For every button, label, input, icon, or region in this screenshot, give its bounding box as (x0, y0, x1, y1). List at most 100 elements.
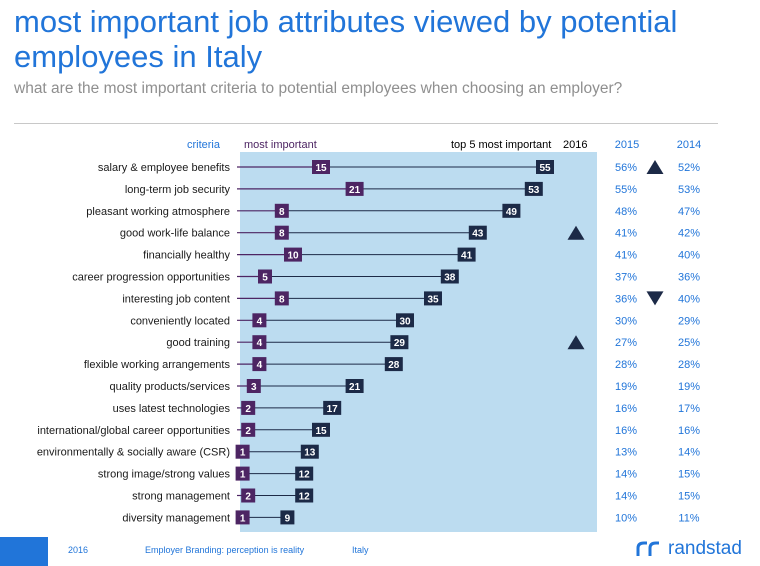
footer-country: Italy (352, 545, 369, 555)
most-important-box-3 (274, 225, 289, 240)
most-important-box-14 (235, 466, 250, 481)
most-important-label-10: 3 (251, 382, 257, 393)
top5-label-5: 38 (444, 273, 456, 284)
brand-name: randstad (668, 538, 742, 559)
top5-box-16 (280, 510, 295, 525)
top5-box-6 (424, 291, 442, 306)
value-2015-13: 13% (615, 447, 637, 459)
value-2014-1: 53% (678, 184, 700, 196)
header-2014: 2014 (676, 139, 702, 151)
top5-label-10: 21 (349, 382, 361, 393)
value-2014-4: 40% (678, 250, 700, 262)
top5-box-9 (384, 357, 403, 372)
trend-up-icon-1 (567, 225, 585, 240)
most-important-box-2 (274, 203, 289, 218)
top5-box-4 (457, 247, 476, 262)
top5-box-2 (502, 203, 521, 218)
category-label-2: pleasant working atmosphere (86, 206, 230, 218)
header-2015: 2015 (614, 139, 640, 151)
most-important-box-7 (252, 313, 267, 328)
footer-accent-block (0, 537, 48, 566)
value-2014-13: 14% (678, 447, 700, 459)
top5-box-3 (468, 225, 487, 240)
top5-label-3: 43 (472, 229, 484, 240)
most-important-label-12: 2 (245, 426, 251, 437)
category-label-16: diversity management (122, 512, 230, 524)
category-label-7: conveniently located (130, 315, 230, 327)
value-2014-10: 19% (678, 381, 700, 393)
randstad-logo-icon (636, 541, 659, 556)
divider (14, 123, 718, 124)
top5-label-7: 30 (399, 316, 411, 327)
most-important-box-12 (241, 422, 256, 437)
most-important-label-6: 8 (279, 294, 285, 305)
top5-box-7 (396, 313, 414, 328)
most-important-box-1 (345, 181, 364, 196)
most-important-label-7: 4 (257, 316, 263, 327)
value-2014-9: 28% (678, 359, 700, 371)
most-important-label-3: 8 (279, 229, 285, 240)
page-title: most important job attributes viewed by … (14, 4, 678, 74)
most-important-box-10 (246, 379, 261, 393)
value-2015-3: 41% (615, 228, 637, 240)
most-important-label-13: 1 (240, 448, 246, 459)
top5-label-1: 53 (528, 185, 540, 196)
value-2015-14: 14% (615, 469, 637, 481)
top5-box-8 (390, 335, 409, 350)
footer-tagline: Employer Branding: perception is reality (145, 545, 305, 555)
most-important-box-11 (241, 400, 256, 415)
value-2014-2: 47% (678, 206, 700, 218)
top5-label-6: 35 (427, 294, 439, 305)
most-important-label-2: 8 (279, 207, 285, 218)
value-2015-4: 41% (615, 250, 637, 262)
top5-box-13 (300, 444, 319, 459)
most-important-label-8: 4 (257, 338, 263, 349)
value-2015-5: 37% (615, 272, 637, 284)
category-label-10: quality products/services (110, 381, 231, 393)
most-important-label-1: 21 (349, 185, 361, 196)
value-2015-11: 16% (615, 403, 637, 415)
category-label-9: flexible working arrangements (84, 359, 231, 371)
value-2015-8: 27% (615, 337, 637, 349)
value-2014-7: 29% (678, 315, 700, 327)
top5-box-15 (295, 488, 314, 503)
value-2014-8: 25% (678, 337, 700, 349)
category-label-4: financially healthy (143, 250, 230, 262)
top5-label-2: 49 (506, 207, 518, 218)
top5-label-4: 41 (461, 251, 473, 262)
top5-label-12: 15 (315, 426, 327, 437)
value-2014-12: 16% (678, 425, 700, 437)
trend-up-icon-0 (646, 160, 664, 174)
top5-label-13: 13 (304, 448, 316, 459)
category-label-6: interesting job content (122, 293, 230, 305)
header-2016: 2016 (563, 139, 588, 151)
most-important-label-11: 2 (245, 404, 251, 415)
top5-box-11 (323, 400, 342, 415)
most-important-box-5 (258, 269, 272, 284)
most-important-label-0: 15 (315, 163, 327, 174)
value-2014-14: 15% (678, 469, 700, 481)
most-important-label-15: 2 (245, 492, 251, 503)
value-2014-0: 52% (678, 162, 700, 174)
top5-box-10 (345, 379, 364, 393)
most-important-box-15 (241, 488, 256, 503)
category-label-15: strong management (132, 491, 230, 503)
most-important-box-16 (235, 510, 250, 525)
page-subtitle: what are the most important criteria to … (14, 80, 623, 97)
most-important-label-14: 1 (240, 470, 246, 481)
most-important-label-16: 1 (240, 513, 246, 524)
value-2015-0: 56% (615, 162, 637, 174)
top5-label-8: 29 (394, 338, 406, 349)
value-2015-16: 10% (615, 512, 637, 524)
header-most-important: most important (244, 139, 317, 151)
top5-box-5 (440, 269, 459, 284)
top5-label-15: 12 (299, 492, 311, 503)
top5-label-0: 55 (539, 163, 551, 174)
header-top5: top 5 most important (451, 139, 552, 151)
category-label-13: environmentally & socially aware (CSR) (37, 447, 230, 459)
most-important-label-5: 5 (262, 273, 268, 284)
most-important-box-0 (312, 160, 330, 174)
category-label-8: good training (166, 337, 230, 349)
trend-down-icon-2 (646, 291, 664, 306)
value-2014-6: 40% (678, 293, 700, 305)
